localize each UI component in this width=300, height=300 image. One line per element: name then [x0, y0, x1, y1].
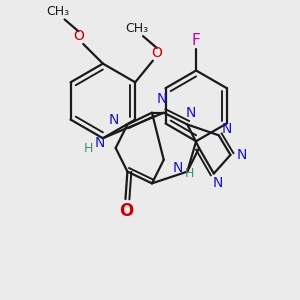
- Text: N: N: [95, 136, 105, 150]
- Text: N: N: [109, 112, 119, 127]
- Text: O: O: [151, 46, 162, 60]
- Text: N: N: [237, 148, 247, 162]
- Text: N: N: [157, 92, 167, 106]
- Text: H: H: [184, 167, 194, 180]
- Text: CH₃: CH₃: [126, 22, 149, 35]
- Text: N: N: [186, 106, 196, 120]
- Text: N: N: [212, 176, 223, 190]
- Text: O: O: [73, 29, 84, 43]
- Text: CH₃: CH₃: [46, 5, 69, 18]
- Text: F: F: [192, 33, 200, 48]
- Text: O: O: [119, 202, 134, 220]
- Text: N: N: [221, 122, 232, 136]
- Text: N: N: [172, 161, 183, 175]
- Text: H: H: [83, 142, 93, 154]
